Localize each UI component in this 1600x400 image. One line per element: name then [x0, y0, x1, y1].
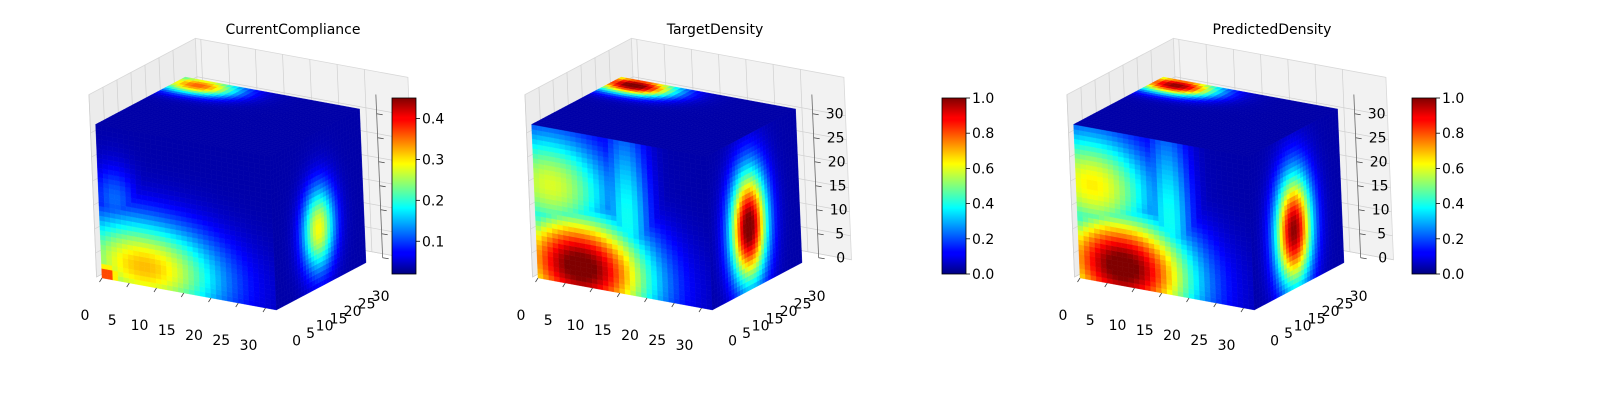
colorbar-tick-label: 0.2: [422, 193, 444, 209]
colorbar: 0.1 0.2 0.3 0.4: [391, 97, 444, 275]
y-tick-label: 0: [292, 334, 301, 350]
grid-line: [363, 69, 373, 252]
x-tick: [235, 302, 239, 308]
y-tick-label: 5: [306, 326, 315, 342]
x-tick-label: 25: [212, 333, 230, 349]
x-tick: [180, 292, 185, 298]
colorbar-tick-label: 0.1: [422, 234, 444, 250]
colorbar-tick-label: 0.4: [422, 111, 444, 127]
x-tick: [99, 277, 103, 283]
grid-line: [196, 76, 410, 117]
chart-title: TargetDensity: [666, 22, 764, 38]
x-tick-label: 10: [131, 318, 149, 334]
x-tick-label: 0: [81, 308, 90, 324]
y-tick-label: 30: [372, 289, 390, 305]
voxel-cube: [95, 76, 367, 311]
x-tick-label: 30: [240, 338, 258, 354]
x-tick: [126, 282, 130, 288]
voxel-cube: [531, 76, 803, 311]
x-tick: [262, 307, 266, 313]
colorbar-tick-label: 0.3: [422, 152, 444, 168]
grid-line: [88, 94, 97, 278]
x-tick-label: 5: [108, 313, 117, 329]
x-tick: [208, 297, 212, 303]
chart-title: CurrentCompliance: [226, 22, 361, 38]
colorbar-gradient: [391, 97, 417, 275]
x-tick-label: 15: [158, 323, 176, 339]
z-tick: [382, 257, 389, 260]
x-tick-label: 20: [185, 328, 203, 344]
x-tick: [153, 287, 157, 293]
